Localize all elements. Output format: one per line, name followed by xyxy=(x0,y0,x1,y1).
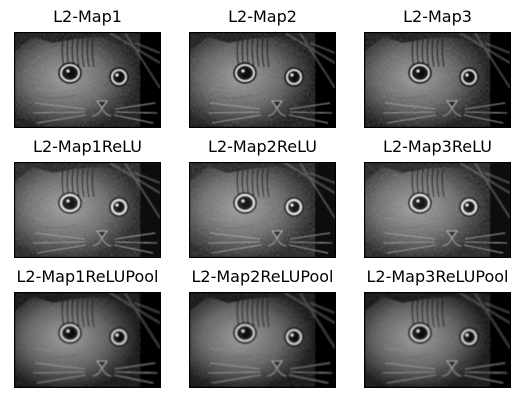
panel-title: L2-Map2ReLU xyxy=(208,137,317,156)
panel-title: L2-Map2ReLUPool xyxy=(191,267,334,286)
panel-title: L2-Map2 xyxy=(228,7,297,26)
cat-feature-map-image xyxy=(364,162,511,258)
cat-feature-map-image xyxy=(364,32,511,128)
panel-title: L2-Map3ReLUPool xyxy=(366,267,509,286)
panel-title: L2-Map1ReLU xyxy=(33,137,142,156)
panel-title: L2-Map3ReLU xyxy=(383,137,492,156)
cat-feature-map-image xyxy=(14,292,161,388)
panel-title: L2-Map3 xyxy=(403,7,472,26)
panel-title: L2-Map1 xyxy=(53,7,122,26)
panel-title: L2-Map1ReLUPool xyxy=(16,267,159,286)
cat-feature-map-image xyxy=(14,162,161,258)
cat-feature-map-image xyxy=(189,32,336,128)
cat-feature-map-image xyxy=(189,292,336,388)
cat-feature-map-image xyxy=(189,162,336,258)
cat-feature-map-image xyxy=(14,32,161,128)
cat-feature-map-image xyxy=(364,292,511,388)
